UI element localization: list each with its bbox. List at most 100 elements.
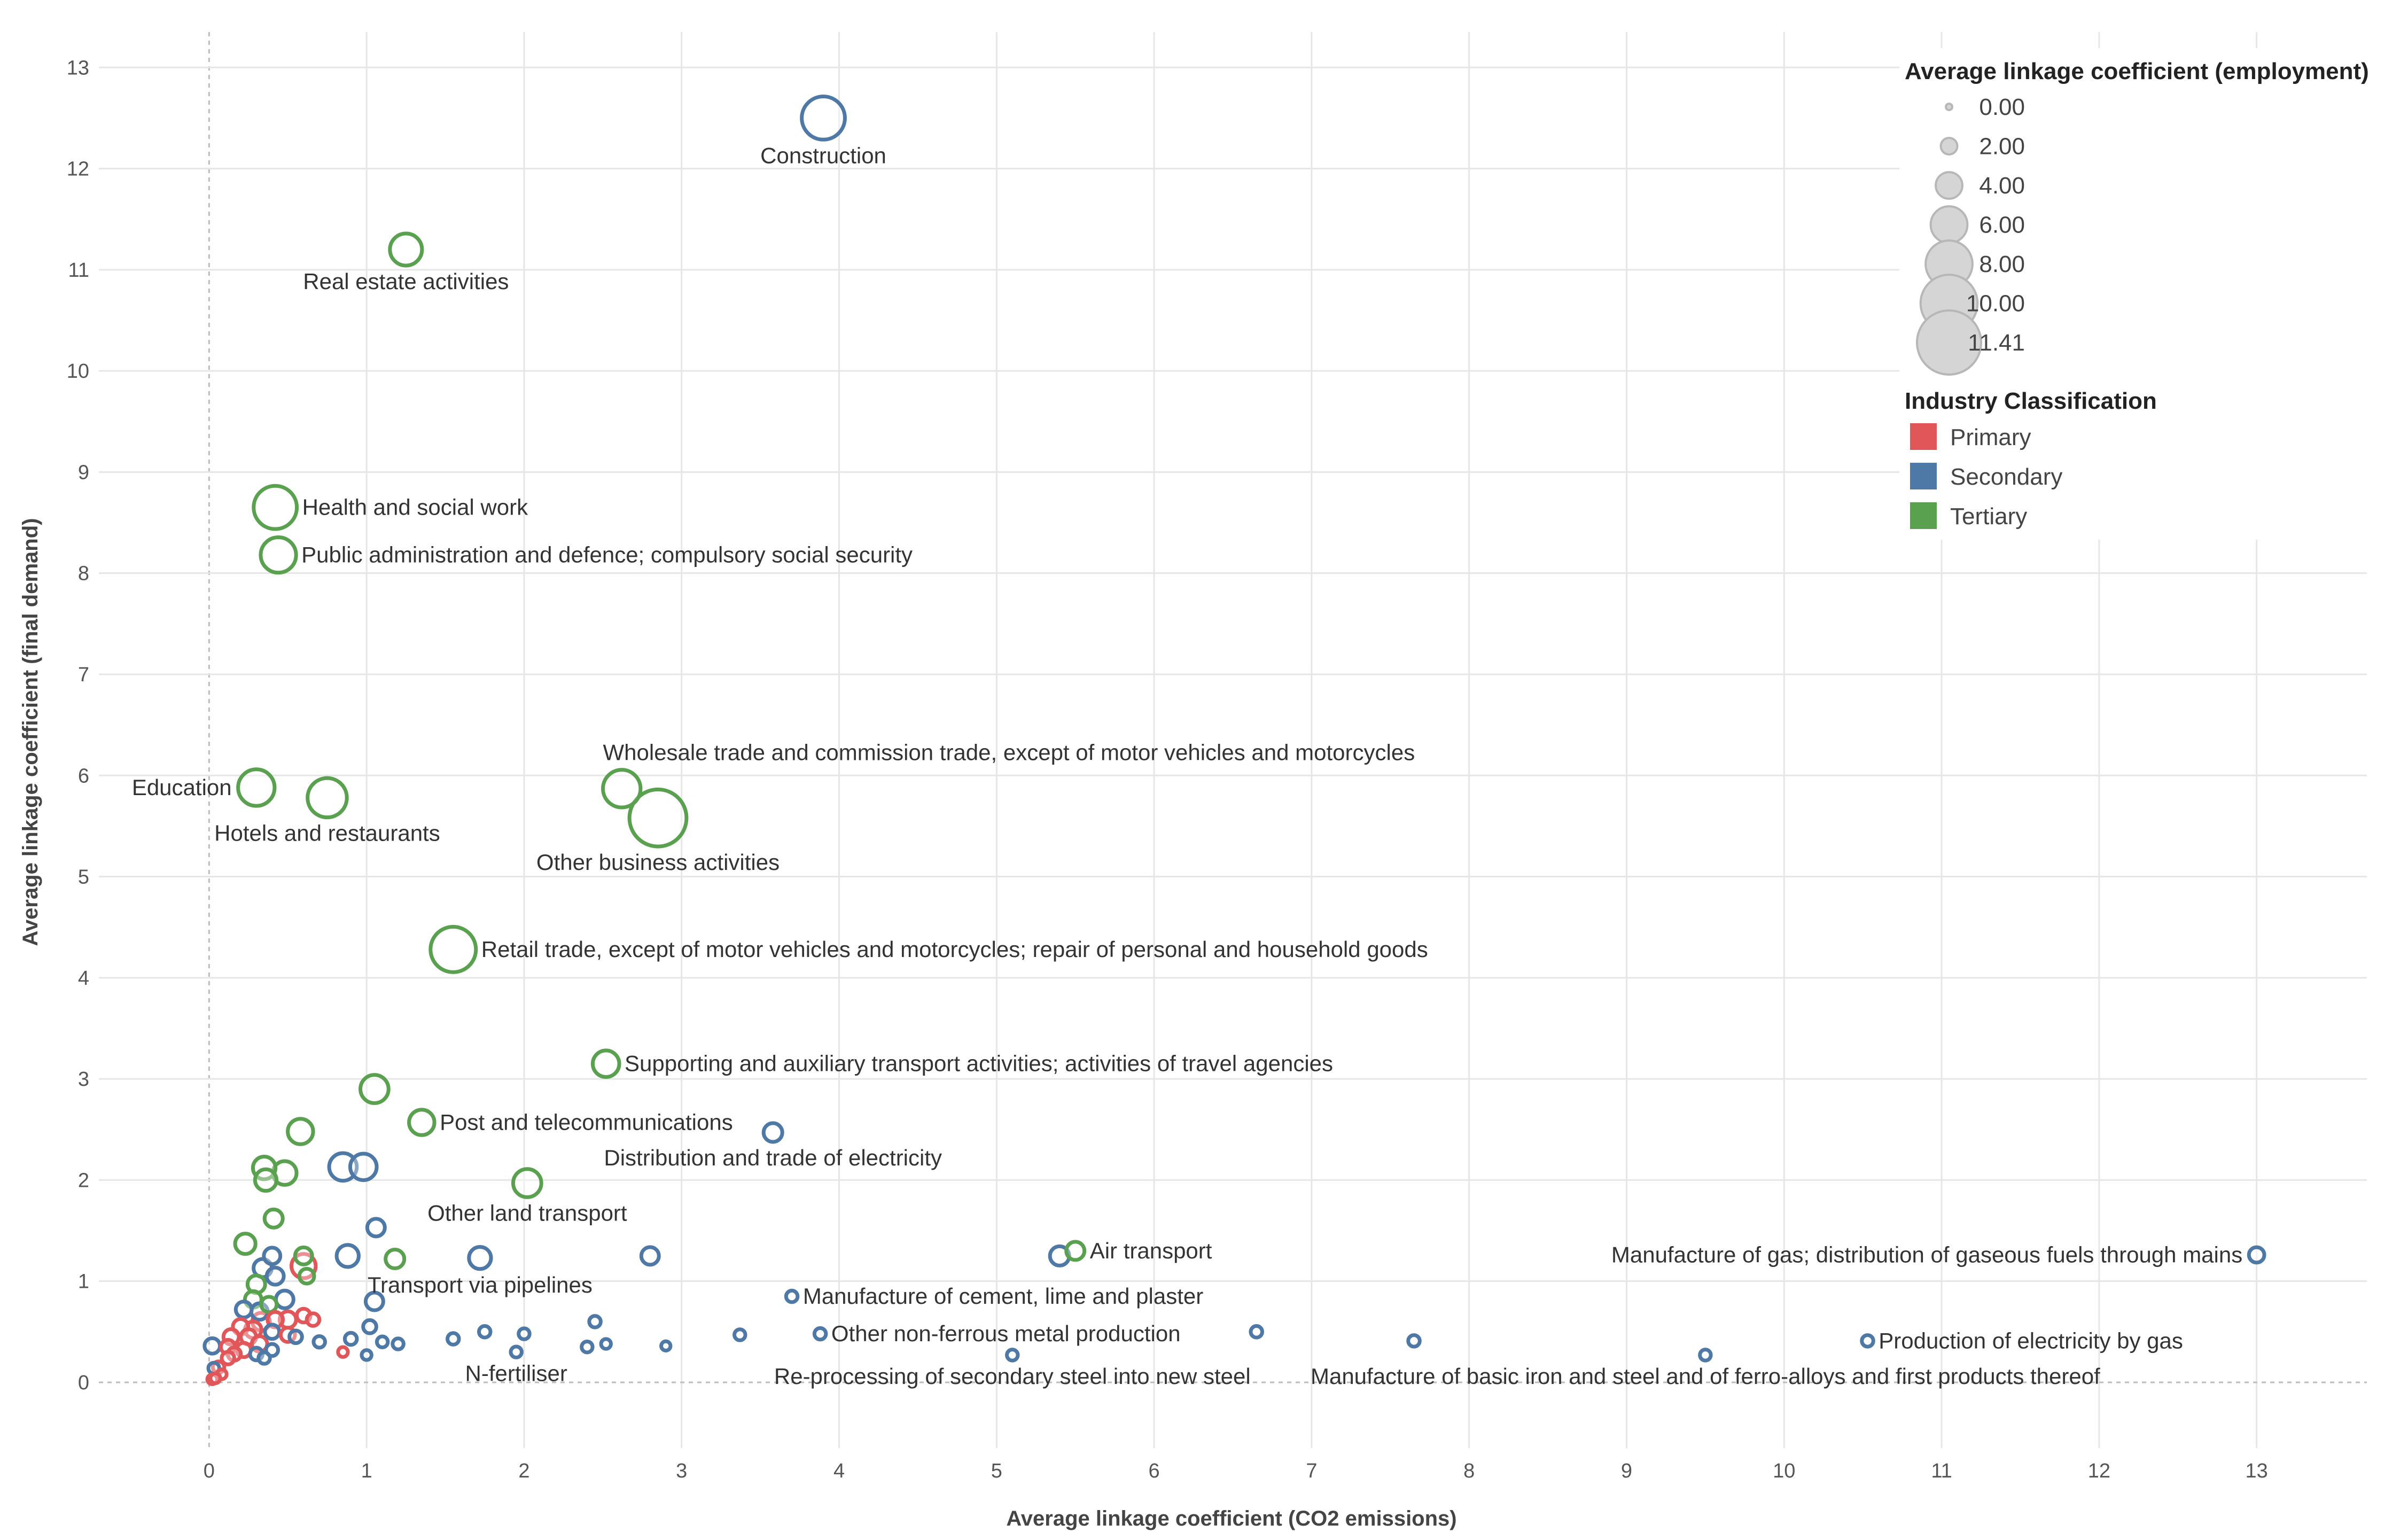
data-point-secondary	[287, 1328, 304, 1345]
point-label: N-fertiliser	[465, 1360, 567, 1386]
x-tick-label: 11	[1931, 1460, 1952, 1482]
data-point-secondary	[446, 1331, 461, 1347]
data-point-secondary	[1249, 1324, 1264, 1340]
y-tick-label: 1	[78, 1271, 89, 1293]
data-points	[202, 94, 2266, 1386]
data-point-secondary	[334, 1243, 361, 1269]
y-tick-label: 8	[78, 563, 89, 585]
size-legend-label: 11.41	[1968, 330, 2025, 356]
size-legend-circle	[1935, 171, 1963, 200]
size-legend-circle	[1916, 309, 1982, 376]
point-labels: Construction Real estate activities Health…	[132, 143, 2242, 1389]
point-label: Manufacture of cement, lime and plaster	[803, 1284, 1203, 1309]
x-tick-label: 1	[361, 1460, 372, 1482]
data-point-secondary	[202, 1336, 222, 1356]
data-point-tertiary	[601, 768, 643, 810]
data-point-secondary	[639, 1245, 661, 1267]
data-point-tertiary	[388, 231, 424, 268]
data-point-tertiary	[253, 1167, 279, 1193]
data-point-primary	[220, 1350, 237, 1366]
data-point-secondary	[761, 1121, 784, 1144]
color-legend-items: Primary Secondary Tertiary	[1910, 423, 2062, 530]
data-point-tertiary	[384, 1248, 407, 1271]
point-label: Education	[132, 775, 232, 800]
point-label: Other business activities	[536, 850, 780, 875]
data-point-secondary	[1860, 1333, 1875, 1349]
data-point-secondary	[800, 94, 847, 142]
y-tick-label: 0	[78, 1372, 89, 1394]
size-legend-circle	[1929, 205, 1969, 244]
data-point-secondary	[264, 1265, 286, 1287]
legend-swatch-primary	[1910, 423, 1937, 450]
data-point-secondary	[812, 1326, 828, 1342]
data-point-tertiary	[428, 924, 478, 974]
data-point-secondary	[256, 1350, 272, 1366]
size-legend-label: 6.00	[1979, 212, 2025, 238]
data-point-primary	[305, 1311, 322, 1328]
data-point-tertiary	[407, 1108, 437, 1137]
size-legend-label: 2.00	[1979, 134, 2025, 160]
size-legend-circle	[1945, 103, 1953, 111]
data-point-tertiary	[590, 1048, 621, 1079]
y-axis-title: Average linkage coefficient (final deman…	[19, 518, 42, 946]
data-point-secondary	[784, 1288, 800, 1304]
data-point-secondary	[263, 1323, 282, 1341]
point-label: Supporting and auxiliary transport activ…	[625, 1051, 1333, 1076]
data-point-secondary	[274, 1288, 295, 1310]
point-label: Distribution and trade of electricity	[604, 1145, 942, 1170]
data-point-tertiary	[286, 1117, 315, 1146]
data-point-secondary	[327, 1151, 359, 1183]
point-label: Manufacture of gas; distribution of gase…	[1611, 1242, 2242, 1267]
point-label: Other non-ferrous metal production	[831, 1321, 1181, 1346]
data-point-secondary	[361, 1318, 378, 1335]
data-point-secondary	[477, 1324, 493, 1340]
data-point-tertiary	[293, 1245, 314, 1266]
size-legend-label: 4.00	[1979, 173, 2025, 199]
data-point-tertiary	[262, 1207, 285, 1230]
data-point-secondary	[2247, 1245, 2266, 1265]
data-point-secondary	[1406, 1333, 1422, 1349]
y-tick-label: 10	[67, 360, 89, 383]
data-point-primary	[208, 1371, 222, 1386]
point-label: Manufacture of basic iron and steel and …	[1311, 1364, 2100, 1389]
x-tick-label: 10	[1773, 1460, 1795, 1482]
x-tick-label: 13	[2246, 1460, 2268, 1482]
data-point-secondary	[391, 1336, 406, 1351]
point-label: Post and telecommunications	[440, 1110, 733, 1135]
size-legend-label: 10.00	[1966, 291, 2025, 317]
legend-label-tertiary: Tertiary	[1950, 503, 2027, 530]
y-tick-label: 9	[78, 461, 89, 484]
data-point-tertiary	[359, 1073, 391, 1105]
x-axis-title: Average linkage coefficient (CO2 emissio…	[1006, 1507, 1456, 1530]
legend-background	[1899, 48, 2408, 540]
point-label: Health and social work	[302, 495, 529, 520]
data-point-secondary	[517, 1326, 532, 1341]
data-point-tertiary	[252, 484, 299, 531]
data-point-secondary	[1005, 1348, 1020, 1363]
point-label: Hotels and restaurants	[214, 821, 440, 846]
x-tick-label: 3	[676, 1460, 687, 1482]
y-tick-label: 6	[78, 765, 89, 787]
point-label: Retail trade, except of motor vehicles a…	[481, 937, 1428, 962]
point-label: Other land transport	[427, 1200, 627, 1225]
y-tick-label: 3	[78, 1068, 89, 1091]
x-tick-label: 9	[1621, 1460, 1632, 1482]
size-legend-items: 0.00 2.00 4.00 6.00 8.00 10.00 11.41	[1916, 94, 2025, 376]
x-tick-label: 12	[2088, 1460, 2110, 1482]
data-point-tertiary	[1064, 1240, 1087, 1262]
data-point-tertiary	[627, 787, 689, 849]
legend-label-primary: Primary	[1950, 424, 2031, 450]
x-tick-label: 5	[991, 1460, 1002, 1482]
point-label: Construction	[760, 143, 886, 168]
size-legend-label: 0.00	[1979, 94, 2025, 120]
point-label: Wholesale trade and commission trade, ex…	[603, 740, 1415, 765]
point-label: Public administration and defence; compu…	[301, 542, 913, 567]
y-tick-label: 12	[67, 158, 89, 181]
data-point-secondary	[233, 1300, 254, 1320]
point-label: Real estate activities	[303, 269, 509, 294]
y-tick-label: 4	[78, 967, 89, 990]
size-legend-circle	[1939, 137, 1959, 155]
color-legend-title: Industry Classification	[1905, 388, 2157, 414]
x-tick-label: 2	[518, 1460, 529, 1482]
data-point-secondary	[599, 1337, 613, 1351]
